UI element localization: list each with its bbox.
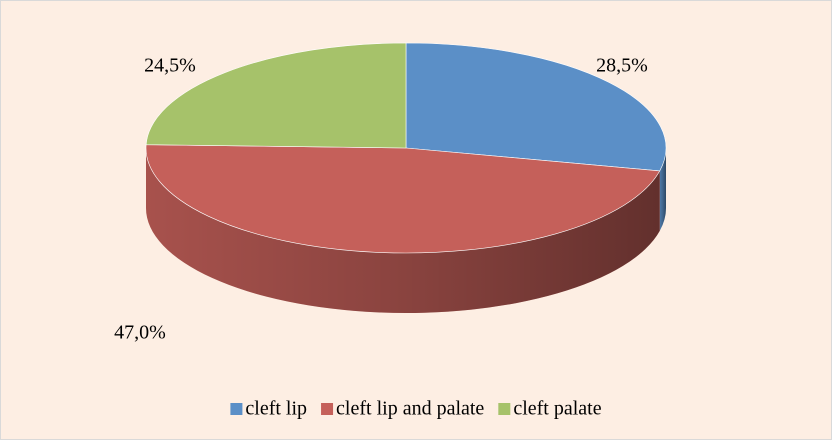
legend-swatch: [321, 403, 334, 415]
slice: [405, 42, 667, 172]
slice-side-shade: [659, 148, 666, 231]
legend-swatch: [230, 403, 243, 415]
data-label: 28,5%: [596, 55, 648, 77]
slice: [145, 144, 661, 254]
data-label: 24,5%: [144, 55, 196, 77]
legend-label: cleft palate: [513, 398, 601, 420]
slice-side-shade: [146, 148, 660, 313]
legend-swatch: [498, 403, 511, 415]
data-label: 47,0%: [114, 322, 166, 344]
legend-label: cleft lip: [245, 398, 307, 420]
legend: cleft lip cleft lip and palate cleft palat…: [230, 398, 602, 420]
legend-label: cleft lip and palate: [336, 398, 484, 420]
pie: [145, 42, 667, 313]
slice: [145, 42, 407, 149]
